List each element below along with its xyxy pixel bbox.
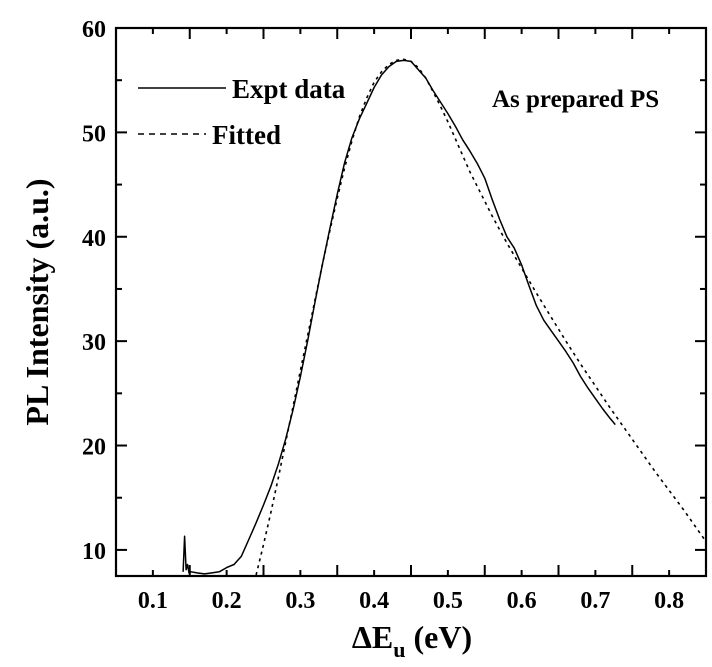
series-lines	[182, 58, 707, 576]
series-line-fitted	[255, 58, 707, 576]
x-tick-label: 0.3	[285, 588, 315, 614]
y-tick-label: 40	[82, 226, 106, 252]
x-tick-labels: 0.1 0.2 0.3 0.4 0.5 0.6 0.7 0.8	[138, 588, 684, 614]
x-axis-label: ΔEu (eV)	[352, 619, 472, 662]
x-tick-label: 0.6	[507, 588, 537, 614]
series-line-expt	[182, 59, 616, 575]
x-axis-label-subscript: u	[393, 637, 405, 662]
y-axis-label: PL Intensity (a.u.)	[19, 178, 55, 425]
x-axis-label-units: (eV)	[406, 619, 473, 655]
x-tick-label: 0.1	[138, 588, 168, 614]
legend-label-fitted: Fitted	[212, 120, 281, 150]
x-tick-label: 0.4	[359, 588, 389, 614]
y-tick-label: 50	[82, 121, 106, 147]
y-tick-label: 30	[82, 330, 106, 356]
x-tick-label: 0.8	[654, 588, 684, 614]
tick-marks	[116, 27, 706, 576]
x-tick-label: 0.5	[433, 588, 463, 614]
y-tick-labels: 10 20 30 40 50 60	[82, 17, 106, 565]
legend: Expt data Fitted	[138, 74, 346, 150]
legend-label-expt: Expt data	[232, 74, 346, 104]
y-tick-label: 60	[82, 17, 106, 43]
y-tick-label: 10	[82, 539, 106, 565]
y-tick-label: 20	[82, 435, 106, 461]
chart-annotation: As prepared PS	[492, 86, 659, 113]
x-tick-label: 0.2	[212, 588, 242, 614]
x-axis-label-main: ΔE	[352, 619, 393, 655]
x-tick-label: 0.7	[580, 588, 610, 614]
